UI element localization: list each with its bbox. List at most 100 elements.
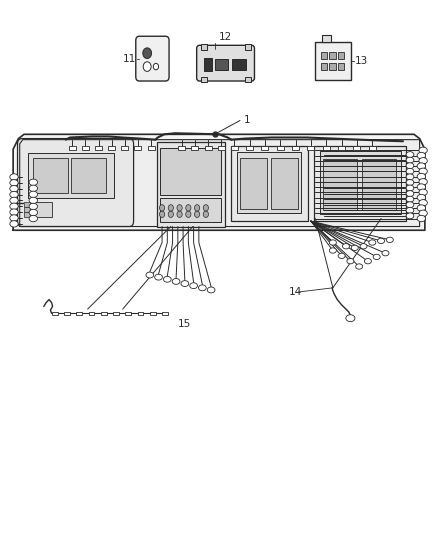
Bar bbox=[338, 52, 344, 59]
Ellipse shape bbox=[417, 184, 426, 190]
Bar bbox=[101, 311, 106, 316]
Ellipse shape bbox=[163, 276, 171, 282]
Ellipse shape bbox=[419, 189, 427, 196]
Bar bbox=[52, 311, 58, 316]
Bar bbox=[88, 311, 95, 316]
Circle shape bbox=[143, 62, 151, 71]
Ellipse shape bbox=[10, 209, 18, 215]
Ellipse shape bbox=[417, 205, 426, 211]
Bar bbox=[246, 146, 253, 150]
Circle shape bbox=[203, 205, 208, 211]
Bar bbox=[245, 44, 251, 50]
Bar bbox=[320, 151, 401, 214]
FancyBboxPatch shape bbox=[136, 36, 169, 81]
Ellipse shape bbox=[29, 215, 38, 222]
Ellipse shape bbox=[419, 158, 427, 164]
Ellipse shape bbox=[406, 168, 414, 174]
Ellipse shape bbox=[346, 314, 355, 321]
Bar bbox=[277, 146, 284, 150]
Circle shape bbox=[177, 205, 182, 211]
Polygon shape bbox=[13, 134, 425, 230]
Ellipse shape bbox=[419, 199, 427, 206]
Ellipse shape bbox=[198, 285, 206, 291]
Bar bbox=[24, 212, 30, 217]
Bar bbox=[321, 52, 327, 59]
Ellipse shape bbox=[172, 278, 180, 285]
Bar bbox=[201, 77, 207, 82]
Bar bbox=[69, 146, 76, 150]
Bar bbox=[113, 311, 119, 316]
Ellipse shape bbox=[406, 157, 414, 163]
Ellipse shape bbox=[364, 259, 371, 264]
Bar bbox=[108, 146, 115, 150]
Bar bbox=[362, 159, 396, 210]
Circle shape bbox=[203, 211, 208, 217]
Circle shape bbox=[159, 205, 165, 211]
Ellipse shape bbox=[386, 237, 393, 243]
Ellipse shape bbox=[406, 163, 414, 168]
Ellipse shape bbox=[181, 280, 189, 287]
Ellipse shape bbox=[338, 253, 345, 259]
Bar bbox=[76, 311, 82, 316]
FancyBboxPatch shape bbox=[197, 45, 254, 81]
Bar bbox=[292, 146, 299, 150]
Circle shape bbox=[186, 205, 191, 211]
Ellipse shape bbox=[417, 163, 426, 169]
Ellipse shape bbox=[10, 203, 18, 209]
Bar bbox=[329, 63, 336, 70]
Circle shape bbox=[194, 205, 200, 211]
Bar bbox=[82, 146, 89, 150]
Bar bbox=[232, 59, 246, 70]
Text: 15: 15 bbox=[177, 319, 191, 329]
Bar bbox=[150, 311, 156, 316]
Ellipse shape bbox=[29, 185, 38, 191]
Ellipse shape bbox=[417, 173, 426, 180]
Bar bbox=[315, 42, 351, 80]
Ellipse shape bbox=[406, 191, 414, 197]
Ellipse shape bbox=[373, 254, 380, 260]
Ellipse shape bbox=[10, 221, 18, 227]
Circle shape bbox=[168, 205, 173, 211]
Ellipse shape bbox=[419, 168, 427, 174]
Bar bbox=[121, 146, 128, 150]
Circle shape bbox=[186, 211, 191, 217]
Bar bbox=[271, 158, 298, 209]
Ellipse shape bbox=[419, 179, 427, 185]
Ellipse shape bbox=[417, 215, 426, 222]
Bar bbox=[205, 146, 212, 150]
Bar bbox=[157, 142, 225, 227]
Bar bbox=[218, 146, 225, 150]
Bar bbox=[329, 52, 336, 59]
Bar bbox=[237, 152, 301, 213]
Ellipse shape bbox=[329, 240, 336, 245]
Ellipse shape bbox=[146, 272, 154, 278]
Ellipse shape bbox=[406, 202, 414, 208]
Bar bbox=[353, 146, 360, 150]
Circle shape bbox=[177, 211, 182, 217]
Bar bbox=[178, 146, 185, 150]
Bar bbox=[125, 311, 131, 316]
Bar bbox=[95, 146, 102, 150]
Bar bbox=[323, 146, 330, 150]
Bar bbox=[28, 153, 114, 198]
Circle shape bbox=[194, 211, 200, 217]
Bar bbox=[201, 44, 207, 50]
Bar bbox=[323, 159, 357, 210]
Ellipse shape bbox=[406, 213, 414, 219]
Bar bbox=[64, 311, 70, 316]
Ellipse shape bbox=[29, 179, 38, 185]
Ellipse shape bbox=[417, 195, 426, 201]
Bar bbox=[204, 58, 212, 71]
Ellipse shape bbox=[10, 174, 18, 180]
Bar bbox=[134, 146, 141, 150]
Ellipse shape bbox=[343, 244, 350, 249]
Bar bbox=[338, 63, 344, 70]
Bar bbox=[191, 146, 198, 150]
Ellipse shape bbox=[406, 196, 414, 202]
Text: 1: 1 bbox=[244, 116, 250, 125]
Polygon shape bbox=[20, 140, 420, 227]
Bar bbox=[148, 146, 155, 150]
Bar bbox=[24, 202, 30, 207]
Bar bbox=[314, 146, 406, 221]
Ellipse shape bbox=[10, 197, 18, 204]
